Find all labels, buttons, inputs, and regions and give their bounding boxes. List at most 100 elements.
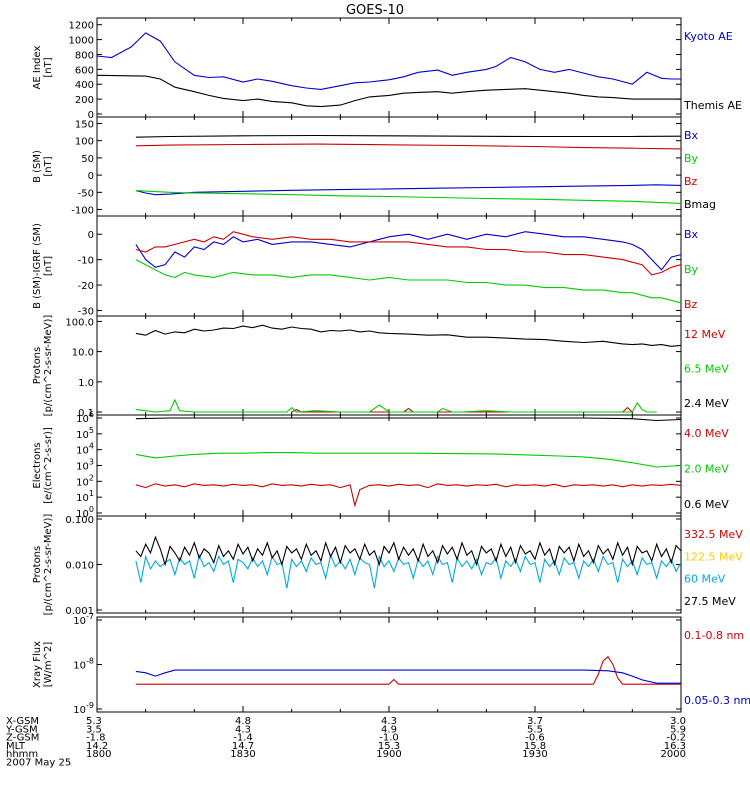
series-line-4-0-mev <box>135 483 681 508</box>
y-tick-label: 1000 <box>69 36 94 47</box>
series-line-by <box>135 259 681 304</box>
y-tick-label: 1.0 <box>78 378 94 389</box>
legend-entry: 60 MeV <box>684 573 726 586</box>
y-tick-label: 0.001 <box>65 606 94 617</box>
ephemeris-value: 4.3 <box>381 716 397 727</box>
legend-entry: 122.5 MeV <box>684 550 743 563</box>
legend-entry: 2.0 MeV <box>684 463 729 476</box>
ephemeris-value: 14.2 <box>86 741 108 752</box>
y-tick-label: 101 <box>76 489 94 504</box>
ephemeris-value: 16.3 <box>664 741 686 752</box>
y-tick-label: 1200 <box>69 21 94 32</box>
ephemeris-value: -1.4 <box>233 733 253 744</box>
ephemeris-value: 4.9 <box>381 724 397 735</box>
chart-panel-2: -100 -50 0 50 100 150 B (SM)[nT] Bx By Bz Bmag <box>32 116 716 217</box>
ephemeris-value: 4.8 <box>235 716 251 727</box>
y-axis-label: Electrons[e/(cm^2-s-sr)] <box>32 427 54 504</box>
y-tick-label: 400 <box>75 80 94 91</box>
ephemeris-value: 3.5 <box>86 724 102 735</box>
legend-entry: Themis AE <box>683 99 742 112</box>
y-tick-label: 200 <box>75 95 94 106</box>
ephemeris-value: 15.8 <box>524 741 546 752</box>
series-line-themis-ae <box>97 74 681 108</box>
legend-entry: 27.5 MeV <box>684 595 736 608</box>
y-tick-label: 0.010 <box>65 561 94 572</box>
series-line-0-6-mev <box>135 417 681 422</box>
series-line-27-5-mev <box>135 535 681 567</box>
ephemeris-value: -1.0 <box>379 733 399 744</box>
ephemeris-value: -0.2 <box>666 733 686 744</box>
y-tick-label: 600 <box>75 65 94 76</box>
series-line-12-mev <box>291 406 633 413</box>
legend-entry: 0.05-0.3 nm <box>684 694 750 707</box>
panel-frame <box>96 215 682 317</box>
ephemeris-value: 5.5 <box>527 724 543 735</box>
chart-panel-3: -30 -20 -10 0 B (SM)-IGRF (SM)[nT] Bx By Bz <box>32 215 699 317</box>
y-tick-label: 104 <box>76 442 94 457</box>
y-tick-label: 50 <box>81 154 94 165</box>
ephemeris-value: 2000 <box>661 749 686 760</box>
series-line-2-4-mev <box>135 324 681 347</box>
y-tick-label: 150 <box>75 119 94 130</box>
legend-entry: Bz <box>684 298 698 311</box>
panel-frame <box>96 17 682 118</box>
legend-entry: Bz <box>684 175 698 188</box>
ephemeris-row-label: X-GSM <box>6 716 39 727</box>
y-tick-label: 10-9 <box>73 701 94 716</box>
ephemeris-footer: X-GSM 5.3 4.8 4.3 3.7 3.0Y-GSM 3.5 4.3 4.9 5.5 5.9… <box>5 716 686 769</box>
ephemeris-value: 1830 <box>230 749 255 760</box>
legend-entry: Bx <box>684 129 699 142</box>
y-tick-label: 10-8 <box>73 657 94 672</box>
y-tick-label: 0 <box>88 110 94 121</box>
y-axis-label: B (SM)[nT] <box>32 150 54 183</box>
ephemeris-value: -0.6 <box>525 733 545 744</box>
ephemeris-row-label: hhmm <box>6 749 38 760</box>
legend-entry: 0.6 MeV <box>684 498 729 511</box>
series-line-bz <box>135 231 681 276</box>
y-tick-label: 106 <box>76 410 94 425</box>
panel-frame <box>96 116 682 217</box>
ephemeris-value: 1800 <box>86 749 111 760</box>
chart-panel-6: 0.001 0.010 0.100 Protons[p/(cm^2-s-sr-MeV)… <box>32 514 743 617</box>
legend-entry: 12 MeV <box>684 328 726 341</box>
y-axis-label: Protons[p/(cm^2-s-sr-MeV)] <box>32 514 54 616</box>
legend-entry: Bx <box>684 228 699 241</box>
series-line-bz <box>135 143 681 150</box>
legend-entry: 2.4 MeV <box>684 397 729 410</box>
legend-entry: 0.1-0.8 nm <box>684 629 744 642</box>
ephemeris-value: 4.3 <box>235 724 251 735</box>
y-tick-label: -20 <box>78 281 94 292</box>
y-tick-label: 0.1 <box>78 408 94 419</box>
y-tick-label: -10 <box>78 256 94 267</box>
ephemeris-value: -1.8 <box>86 733 106 744</box>
ephemeris-value: 14.7 <box>232 741 254 752</box>
chart-panel-7: 10-9 10-8 10-7 Xray Flux[W/m^2] 0.1-0.8 nm 0.… <box>32 612 750 716</box>
legend-entry: 4.0 MeV <box>684 427 729 440</box>
y-tick-label: -30 <box>78 306 94 317</box>
legend-entry: By <box>684 263 699 276</box>
series-line-60-mev <box>135 553 681 589</box>
series-line-kyoto-ae <box>97 32 681 90</box>
ephemeris-row-label: Y-GSM <box>5 724 38 735</box>
chart-panel-1: 0 200 400 600 800 1000 1200 AE Index[nT] Kyoto A… <box>32 17 742 121</box>
ephemeris-value: 5.9 <box>670 724 686 735</box>
legend-entry: By <box>684 152 699 165</box>
series-line-by <box>135 190 681 204</box>
plot-title: GOES-10 <box>346 3 404 18</box>
ephemeris-value: 5.3 <box>86 716 102 727</box>
legend-entry: Bmag <box>684 198 716 211</box>
y-tick-label: -100 <box>71 206 94 217</box>
y-tick-label: 0 <box>88 230 94 241</box>
y-tick-label: 105 <box>76 426 94 441</box>
ephemeris-value: 3.7 <box>527 716 543 727</box>
y-axis-label: AE Index[nT] <box>32 45 54 89</box>
series-line-bmag <box>135 134 681 138</box>
y-tick-label: 800 <box>75 50 94 61</box>
legend-entry: 332.5 MeV <box>684 528 743 541</box>
chart-panel-4: 0.1 1.0 10.0 100.0 Protons[p/(cm^2-s-sr-MeV)… <box>32 315 729 419</box>
y-tick-label: 102 <box>76 473 94 488</box>
ephemeris-value: 1930 <box>522 749 547 760</box>
y-tick-label: 0.100 <box>65 515 94 526</box>
y-tick-label: -50 <box>78 188 94 199</box>
ephemeris-row-label: Z-GSM <box>6 733 39 744</box>
